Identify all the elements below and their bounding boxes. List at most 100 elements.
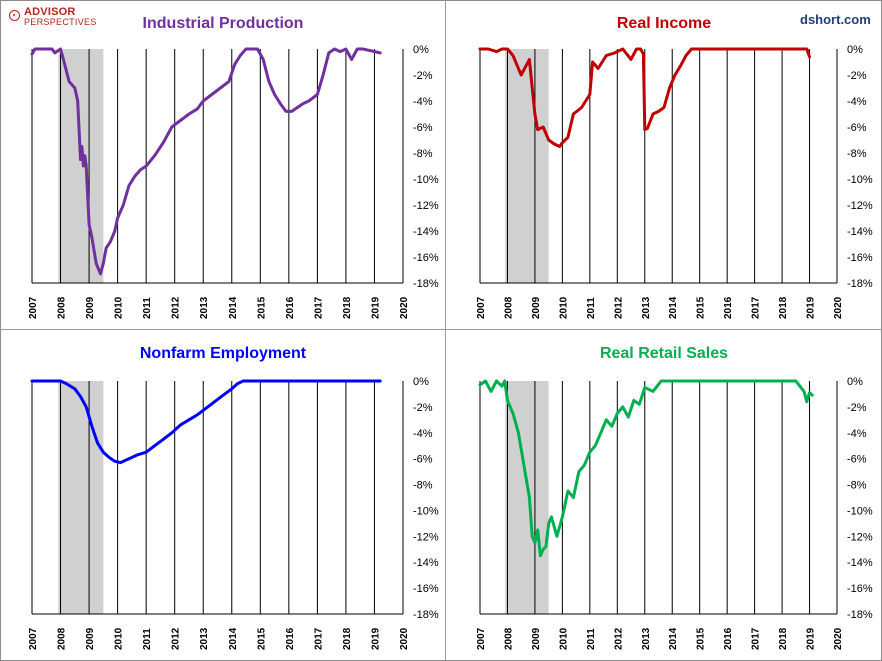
- x-tick-label: 2015: [696, 627, 707, 650]
- x-tick-label: 2017: [751, 296, 762, 319]
- x-tick-label: 2010: [558, 296, 569, 319]
- industrial-production-chart: 0% -2% -4% -6% -8% -10% -12% -14% -16% -18% 2007 20…: [28, 15, 439, 319]
- x-tick-label: 2017: [313, 296, 324, 319]
- nonfarm-employment-panel: 0% -2% -4% -6% -8% -10% -12% -14% -16% -18% 2007 20…: [0, 330, 439, 650]
- x-tick-label: 2011: [586, 297, 597, 319]
- x-tick-label: 2019: [806, 296, 817, 319]
- source-label: dshort.com: [800, 12, 871, 27]
- x-tick-label: 2009: [85, 627, 96, 650]
- x-tick-label: 2008: [57, 296, 68, 319]
- x-tick-label: 2016: [723, 296, 734, 319]
- x-tick-label: 2010: [114, 296, 125, 319]
- y-tick-label: -14%: [847, 226, 873, 238]
- y-tick-label: -10%: [847, 174, 873, 186]
- y-tick-label: -12%: [413, 200, 439, 212]
- y-tick-label: -16%: [413, 252, 439, 264]
- x-tick-label: 2009: [85, 296, 96, 319]
- x-tick-label: 2020: [833, 627, 844, 650]
- logo-line2: PERSPECTIVES: [24, 17, 97, 27]
- nonfarm-employment-series-line: [30, 379, 382, 465]
- x-tick-label: 2014: [668, 627, 679, 650]
- x-tick-label: 2019: [370, 296, 381, 319]
- chart-title: Real Income: [617, 15, 711, 32]
- x-tick-label: 2018: [342, 627, 353, 650]
- x-tick-label: 2015: [256, 296, 267, 319]
- x-tick-label: 2014: [228, 296, 239, 319]
- x-tick-label: 2012: [171, 296, 182, 319]
- y-tick-label: -6%: [413, 454, 433, 466]
- real-income-chart: 0% -2% -4% -6% -8% -10% -12% -14% -16% -18% 2007 20…: [476, 15, 873, 319]
- x-tick-label: 2012: [613, 627, 624, 650]
- x-tick-label: 2007: [28, 296, 39, 319]
- x-tick-label: 2012: [171, 627, 182, 650]
- y-tick-label: -6%: [847, 122, 867, 134]
- x-tick-label: 2018: [778, 627, 789, 650]
- y-tick-label: -10%: [413, 174, 439, 186]
- logo-line1: ADVISOR: [24, 6, 76, 18]
- x-tick-label: 2019: [370, 627, 381, 650]
- y-tick-label: -2%: [847, 70, 867, 82]
- x-tick-label: 2016: [723, 627, 734, 650]
- y-tick-label: -10%: [413, 505, 439, 517]
- real-income-series-line: [478, 47, 811, 148]
- x-tick-label: 2009: [531, 627, 542, 650]
- y-tick-label: -8%: [413, 480, 433, 492]
- y-tick-label: -10%: [847, 505, 873, 517]
- horizontal-divider: [0, 329, 882, 330]
- x-tick-label: 2008: [503, 627, 514, 650]
- y-tick-label: -12%: [413, 531, 439, 543]
- y-tick-label: -18%: [847, 278, 873, 290]
- y-tick-label: -4%: [413, 96, 433, 108]
- x-tick-label: 2013: [641, 296, 652, 319]
- x-tick-label: 2019: [806, 627, 817, 650]
- x-tick-label: 2013: [641, 627, 652, 650]
- recession-band: [58, 49, 104, 283]
- industrial-production-series-line: [30, 47, 382, 276]
- industrial-production-panel: 0% -2% -4% -6% -8% -10% -12% -14% -16% -18% 2007 20…: [0, 0, 439, 319]
- x-tick-label: 2010: [114, 627, 125, 650]
- recession-band: [58, 381, 104, 614]
- chart-title: Nonfarm Employment: [140, 345, 307, 362]
- y-tick-label: -18%: [413, 609, 439, 621]
- x-tick-label: 2011: [142, 628, 153, 650]
- y-tick-label: -2%: [847, 402, 867, 414]
- y-tick-label: -4%: [847, 428, 867, 440]
- y-tick-label: -12%: [847, 200, 873, 212]
- logo-mark-icon: [9, 10, 20, 21]
- y-tick-label: 0%: [413, 44, 429, 56]
- y-tick-label: -18%: [413, 278, 439, 290]
- x-tick-label: 2020: [399, 296, 410, 319]
- x-tick-label: 2009: [531, 296, 542, 319]
- chart-title: Industrial Production: [143, 15, 304, 32]
- x-tick-label: 2007: [476, 296, 487, 319]
- x-tick-label: 2015: [256, 627, 267, 650]
- x-tick-label: 2013: [199, 627, 210, 650]
- x-tick-label: 2007: [476, 627, 487, 650]
- y-tick-label: 0%: [413, 376, 429, 388]
- y-tick-label: -16%: [413, 583, 439, 595]
- real-retail-sales-chart: 0% -2% -4% -6% -8% -10% -12% -14% -16% -18% 2007 20…: [476, 345, 873, 650]
- y-tick-label: -8%: [413, 148, 433, 160]
- chart-title: Real Retail Sales: [600, 345, 728, 362]
- advisor-perspectives-logo: ADVISOR PERSPECTIVES: [6, 6, 116, 28]
- real-income-panel: 0% -2% -4% -6% -8% -10% -12% -14% -16% -18% 2007 20…: [446, 0, 873, 319]
- y-tick-label: -12%: [847, 531, 873, 543]
- x-tick-label: 2008: [57, 627, 68, 650]
- x-tick-label: 2011: [142, 297, 153, 319]
- x-tick-label: 2020: [399, 627, 410, 650]
- y-tick-label: -18%: [847, 609, 873, 621]
- y-tick-label: -2%: [413, 70, 433, 82]
- y-tick-label: -6%: [847, 454, 867, 466]
- x-tick-label: 2017: [313, 627, 324, 650]
- x-tick-label: 2014: [228, 627, 239, 650]
- x-tick-label: 2017: [751, 627, 762, 650]
- x-tick-label: 2018: [778, 296, 789, 319]
- x-tick-label: 2014: [668, 296, 679, 319]
- x-tick-label: 2016: [285, 296, 296, 319]
- recession-band: [505, 49, 549, 283]
- y-tick-label: -8%: [847, 480, 867, 492]
- y-tick-label: -14%: [413, 557, 439, 569]
- y-tick-label: -8%: [847, 148, 867, 160]
- x-tick-label: 2007: [28, 627, 39, 650]
